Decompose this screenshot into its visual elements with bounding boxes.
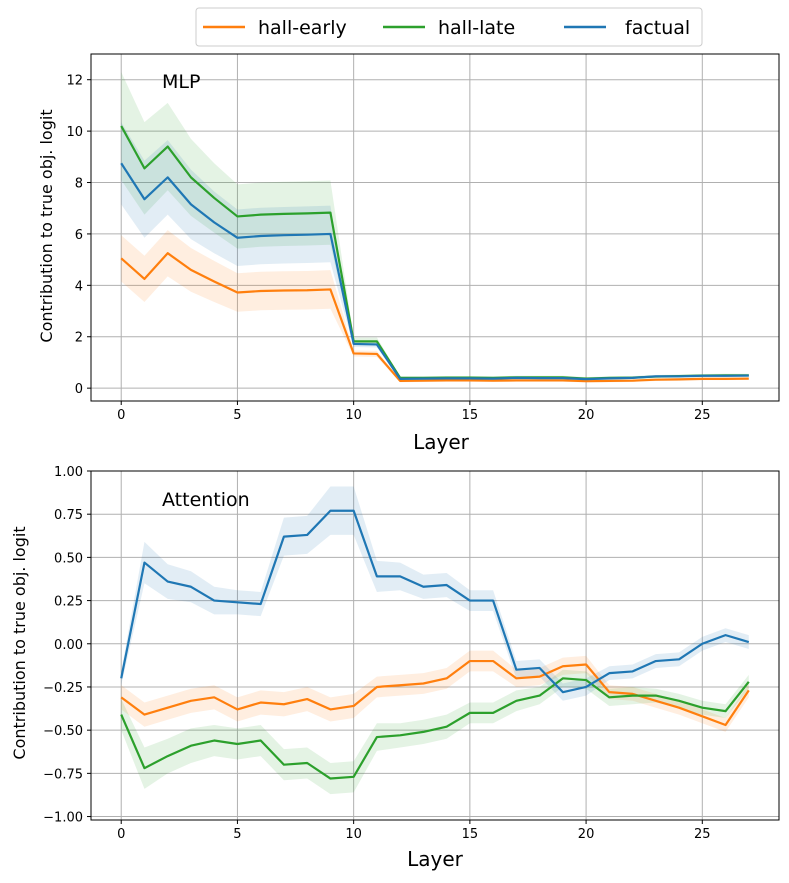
mlp-x-tick-label: 20 — [578, 408, 595, 423]
attention-y-tick-label: 0.00 — [54, 638, 83, 653]
attention-y-tick-label: 0.50 — [54, 551, 83, 566]
attention-x-axis-label: Layer — [407, 847, 464, 871]
attention-y-tick-label: 1.00 — [54, 465, 83, 480]
mlp-x-tick-label: 10 — [345, 408, 362, 423]
mlp-y-axis-label: Contribution to true obj. logit — [37, 109, 56, 342]
mlp-plot-area: 0 5 10 15 20 25 0 2 4 6 8 10 12 — [66, 53, 780, 423]
attention-y-tick-label: −0.50 — [43, 724, 83, 739]
attention-line-hall-late — [120, 677, 750, 780]
mlp-x-axis-label: Layer — [413, 430, 470, 454]
attention-line-factual — [120, 509, 750, 694]
mlp-y-tick-label: 4 — [75, 279, 83, 294]
attention-axes-frame — [90, 470, 780, 821]
mlp-axes-frame — [90, 53, 780, 402]
attention-band-factual — [121, 486, 749, 701]
mlp-band-hall-late — [121, 71, 749, 381]
attention-y-axis-label: Contribution to true obj. logit — [10, 526, 29, 759]
attention-band-hall-late — [121, 669, 749, 795]
attention-x-tick-label: 20 — [578, 827, 595, 842]
attention-y-tick-label: 0.25 — [54, 595, 83, 610]
attention-x-tick-label: 15 — [462, 827, 479, 842]
mlp-line-factual — [120, 162, 749, 381]
mlp-x-tick-label: 5 — [233, 408, 241, 423]
mlp-y-tick-label: 0 — [75, 382, 83, 397]
legend-label-hall-early: hall-early — [258, 17, 347, 39]
mlp-y-tick-label: 10 — [66, 125, 83, 140]
mlp-y-tick-label: 8 — [75, 177, 83, 192]
legend: hall-early hall-late factual — [195, 7, 703, 47]
mlp-x-tick-label: 25 — [694, 408, 711, 423]
mlp-x-tick-label: 15 — [462, 408, 479, 423]
mlp-band-factual — [121, 122, 749, 381]
attention-y-tick-label: 0.75 — [54, 508, 83, 523]
attention-line-hall-early — [120, 659, 750, 727]
attention-x-tick-label: 0 — [117, 827, 125, 842]
attention-y-tick-label: −1.00 — [43, 811, 83, 826]
mlp-panel-title: MLP — [162, 71, 200, 93]
mlp-line-hall-early — [120, 252, 749, 383]
attention-y-tick-label: −0.75 — [43, 767, 83, 782]
attention-x-tick-label: 5 — [233, 827, 241, 842]
attention-panel-title: Attention — [162, 489, 250, 511]
mlp-y-tick-label: 2 — [75, 331, 83, 346]
attention-x-tick-label: 10 — [345, 827, 362, 842]
legend-label-factual: factual — [625, 17, 690, 39]
mlp-y-tick-label: 6 — [75, 228, 83, 243]
attention-x-tick-label: 25 — [694, 827, 711, 842]
mlp-y-tick-label: 12 — [66, 74, 83, 89]
legend-frame — [195, 7, 703, 47]
attention-panel: 0 5 10 15 20 25 −1.00 −0.75 −0.50 −0.25 0.00 0.25 0.… — [10, 465, 780, 871]
attention-y-tick-label: −0.25 — [43, 681, 83, 696]
legend-label-hall-late: hall-late — [438, 17, 515, 39]
mlp-band-hall-early — [121, 230, 749, 383]
mlp-x-tick-label: 0 — [117, 408, 125, 423]
mlp-panel: 0 5 10 15 20 25 0 2 4 6 8 10 12 MLP Layer Contributi… — [37, 53, 780, 454]
attention-plot-area: 0 5 10 15 20 25 −1.00 −0.75 −0.50 −0.25 0.00 0.25 0.… — [43, 465, 780, 842]
